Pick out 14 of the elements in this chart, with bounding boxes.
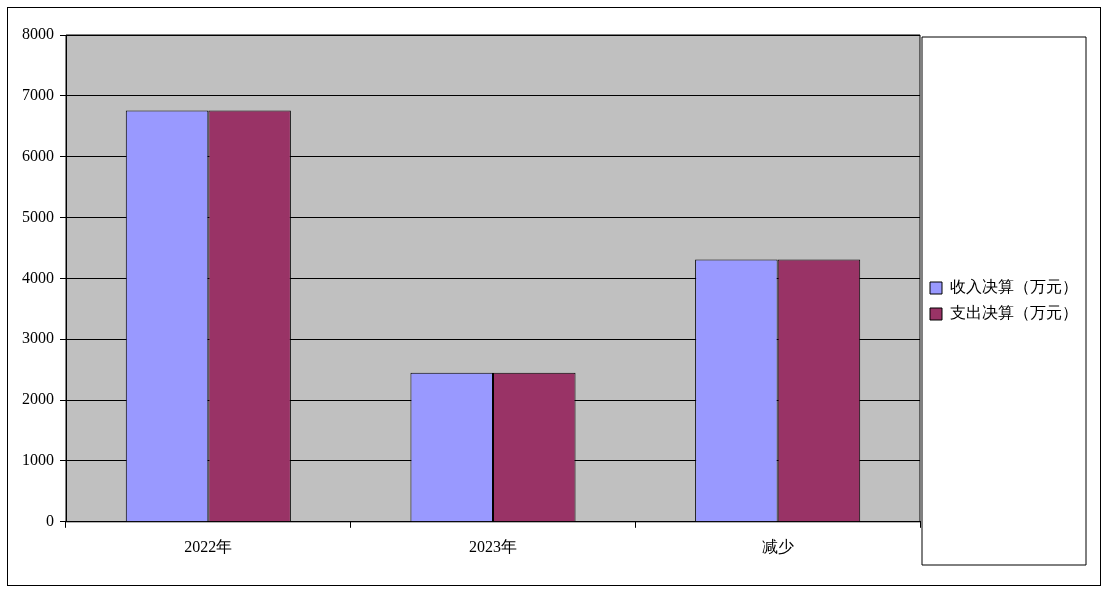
x-tick-label: 减少	[761, 537, 794, 555]
y-tick-label: 4000	[22, 268, 54, 286]
y-tick-label: 3000	[22, 329, 54, 347]
x-tick-label: 2022年	[184, 537, 233, 555]
y-tick-label: 6000	[22, 146, 54, 164]
y-tick-label: 5000	[22, 207, 54, 225]
y-tick-label: 8000	[22, 25, 54, 43]
y-tick-label: 2000	[22, 390, 54, 408]
y-tick-label: 0	[46, 512, 54, 529]
y-tick-label: 7000	[22, 86, 54, 104]
legend-label: 收入决算（万元）	[950, 278, 1078, 296]
legend-label: 支出决算（万元）	[950, 304, 1078, 322]
y-tick-label: 1000	[22, 451, 54, 469]
x-tick-label: 2023年	[469, 537, 517, 555]
